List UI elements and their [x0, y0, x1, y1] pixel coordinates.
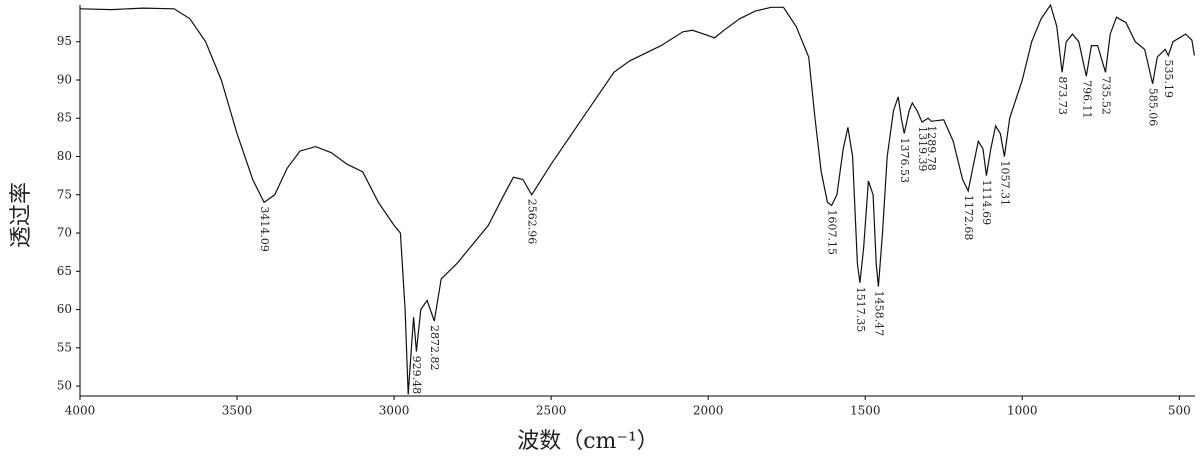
x-tick-label: 2500 [536, 404, 567, 418]
spectrum-line [79, 3, 1195, 395]
y-tick-label: 95 [57, 34, 72, 48]
peak-label: 735.52 [1099, 76, 1112, 115]
y-tick-label: 70 [57, 226, 72, 240]
peak-label: 1114.69 [980, 180, 993, 226]
peak-label: 1517.35 [854, 287, 867, 333]
peak-label: 1289.78 [925, 125, 938, 171]
y-tick-label: 75 [57, 187, 72, 201]
y-axis-title: 透过率 [9, 182, 34, 248]
peak-label: 796.11 [1080, 80, 1093, 119]
peak-label: 929.48 [410, 356, 423, 395]
peak-label: 2872.82 [428, 325, 441, 371]
x-tick-label: 500 [1168, 404, 1191, 418]
y-tick-label: 80 [57, 149, 72, 163]
y-tick-label: 55 [57, 340, 72, 354]
x-axis-title: 波数（cm⁻¹） [517, 429, 659, 454]
peak-label: 1057.31 [998, 161, 1011, 207]
peak-label: 535.19 [1162, 60, 1175, 99]
x-tick-label: 1000 [1007, 404, 1038, 418]
x-tick-label: 3500 [222, 404, 253, 418]
y-tick-label: 50 [57, 379, 72, 393]
x-tick-label: 3000 [379, 404, 410, 418]
y-tick-label: 60 [57, 302, 72, 316]
peak-label: 1172.68 [962, 195, 975, 241]
peak-label: 3414.09 [258, 206, 271, 252]
peak-label: 1319.39 [916, 126, 929, 172]
peak-label: 1458.47 [872, 291, 885, 337]
y-tick-label: 85 [57, 111, 72, 125]
x-tick-label: 4000 [65, 404, 96, 418]
peak-label: 2562.96 [525, 199, 538, 245]
y-tick-label: 90 [57, 72, 72, 86]
x-tick-label: 2000 [693, 404, 724, 418]
y-tick-label: 65 [57, 264, 72, 278]
peak-label: 873.73 [1056, 76, 1069, 115]
peak-label: 1376.53 [898, 138, 911, 184]
peak-label: 1607.15 [826, 209, 839, 255]
x-tick-label: 1500 [850, 404, 881, 418]
peak-label: 585.06 [1147, 88, 1160, 127]
